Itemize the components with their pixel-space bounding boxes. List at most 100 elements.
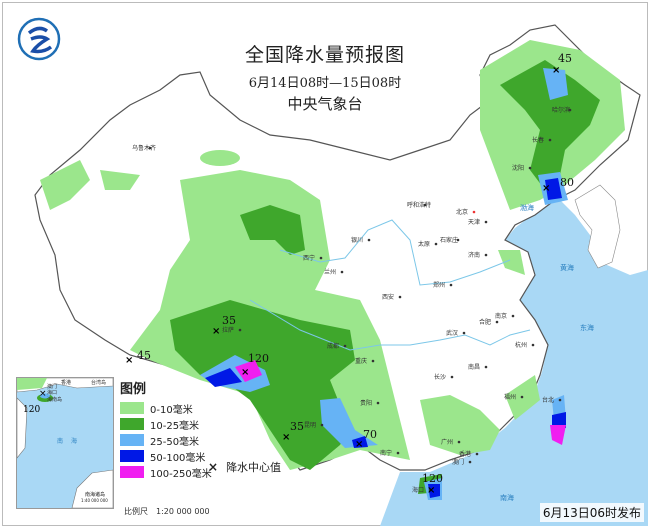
city-dot [423,203,427,207]
city-label: 福州 [504,393,516,401]
city-label: 哈尔滨 [552,106,570,114]
inset-label: 海南岛 [47,396,62,403]
inset-center-value: 120 [23,405,40,415]
city-dot [148,146,152,150]
city-label: 石家庄 [440,236,458,244]
legend-swatch [120,402,144,414]
center-x-mark: × [542,183,550,194]
city-label: 乌鲁木齐 [132,144,156,152]
legend-swatch [120,434,144,446]
city-dot [484,253,488,257]
city-label: 贵阳 [360,399,372,407]
city-label: 南京 [495,312,507,320]
sea [380,200,648,526]
cma-logo [17,17,61,65]
legend-center-marker: × 降水中心值 [208,459,281,475]
city-dot [376,401,380,405]
city-label: 北京 [456,208,468,216]
svg-text:×: × [39,389,47,399]
inset-label: 澳门 [47,383,57,390]
city-dot [428,488,432,492]
city-dot [456,238,460,242]
map-scale: 比例尺 1:20 000 000 [124,507,210,516]
legend-title: 图例 [120,382,147,397]
inset-label: 台湾岛 [91,379,106,386]
city-dot [343,344,347,348]
city-dot [495,320,499,324]
city-label: 拉萨 [222,326,234,334]
legend-center-label: 降水中心值 [226,461,282,474]
center-value-label: 120 [248,352,269,365]
city-label: 南昌 [468,363,480,371]
center-value-label: 80 [560,176,574,189]
korea-peninsula [574,184,621,269]
center-x-mark: × [427,485,435,496]
center-x-mark: × [552,65,560,76]
city-dot [468,460,472,464]
center-x-mark: × [125,355,133,366]
city-dot [475,452,479,456]
yellow-river [279,219,511,286]
sea-label: 黄海 [560,263,574,272]
legend-item: 25-50毫米 [120,432,212,448]
city-dot [340,270,344,274]
city-label: 长沙 [434,373,446,381]
city-dot [371,359,375,363]
inset-label: 香港 [61,379,71,386]
city-dot [484,220,488,224]
center-value-label: 35 [222,314,236,327]
city-dot [320,423,324,427]
city-label: 西安 [382,293,394,301]
city-dot [396,451,400,455]
center-x-mark: × [241,367,249,378]
center-value-label: 120 [422,472,443,485]
legend-label: 10-25毫米 [150,420,200,432]
precipitation-centers: ×45× 80×35× 45×120×35×70×120 [125,52,574,496]
legend-label: 50-100毫米 [150,452,206,464]
city-label: 郑州 [433,281,445,289]
city-label: 兰州 [324,268,336,276]
city-label: 杭州 [515,341,527,349]
center-x-mark: × [212,326,220,337]
yangtze-river [249,299,531,351]
city-dot [462,331,466,335]
inset-label: 南海诸岛 [85,491,105,498]
city-label: 合肥 [479,318,491,326]
inset-label: 海口 [47,389,57,396]
legend-item: 0-10毫米 [120,400,212,416]
sea-label: 东海 [580,323,594,332]
legend-item: 10-25毫米 [120,416,212,432]
issuing-agency: 中央气象台 [287,95,363,113]
city-label: 昆明 [304,422,316,429]
city-label: 西宁 [303,254,315,262]
city-dot [511,314,515,318]
sea-label: 渤海 [520,203,534,212]
city-label: 广州 [441,438,453,446]
city-label: 银川 [351,236,363,244]
center-value-label: 45 [137,349,151,362]
center-value-label: 70 [363,428,377,441]
city-label: 成都 [327,342,339,350]
city-dot [558,398,562,402]
city-label: 沈阳 [512,164,524,172]
south-china-sea-inset: × 120 澳门 香港 台湾岛 海口 海南岛 南海 南海诸岛 1:40 000 … [16,377,114,509]
legend-item: 50-100毫米 [120,448,212,464]
map-title: 全国降水量预报图 [244,44,405,66]
city-label: 济南 [468,251,480,259]
legend: 图例 0-10毫米 10-25毫米 25-50毫米 50-100毫米 100-250毫米… [120,378,281,480]
legend-label: 100-250毫米 [150,468,212,480]
legend-item: 100-250毫米 [120,464,212,480]
legend-label: 0-10毫米 [150,404,193,416]
center-value-label: 45 [558,52,572,65]
city-label: 太原 [418,240,430,248]
city-label: 南宁 [380,449,392,457]
city-dot [398,295,402,299]
city-dot [531,343,535,347]
center-x-mark: × [355,439,363,450]
inset-label: 南海 [57,437,85,445]
city-label: 长春 [532,136,544,144]
rain-zone-50-100 [205,178,566,498]
city-label: 香港 [459,450,471,458]
